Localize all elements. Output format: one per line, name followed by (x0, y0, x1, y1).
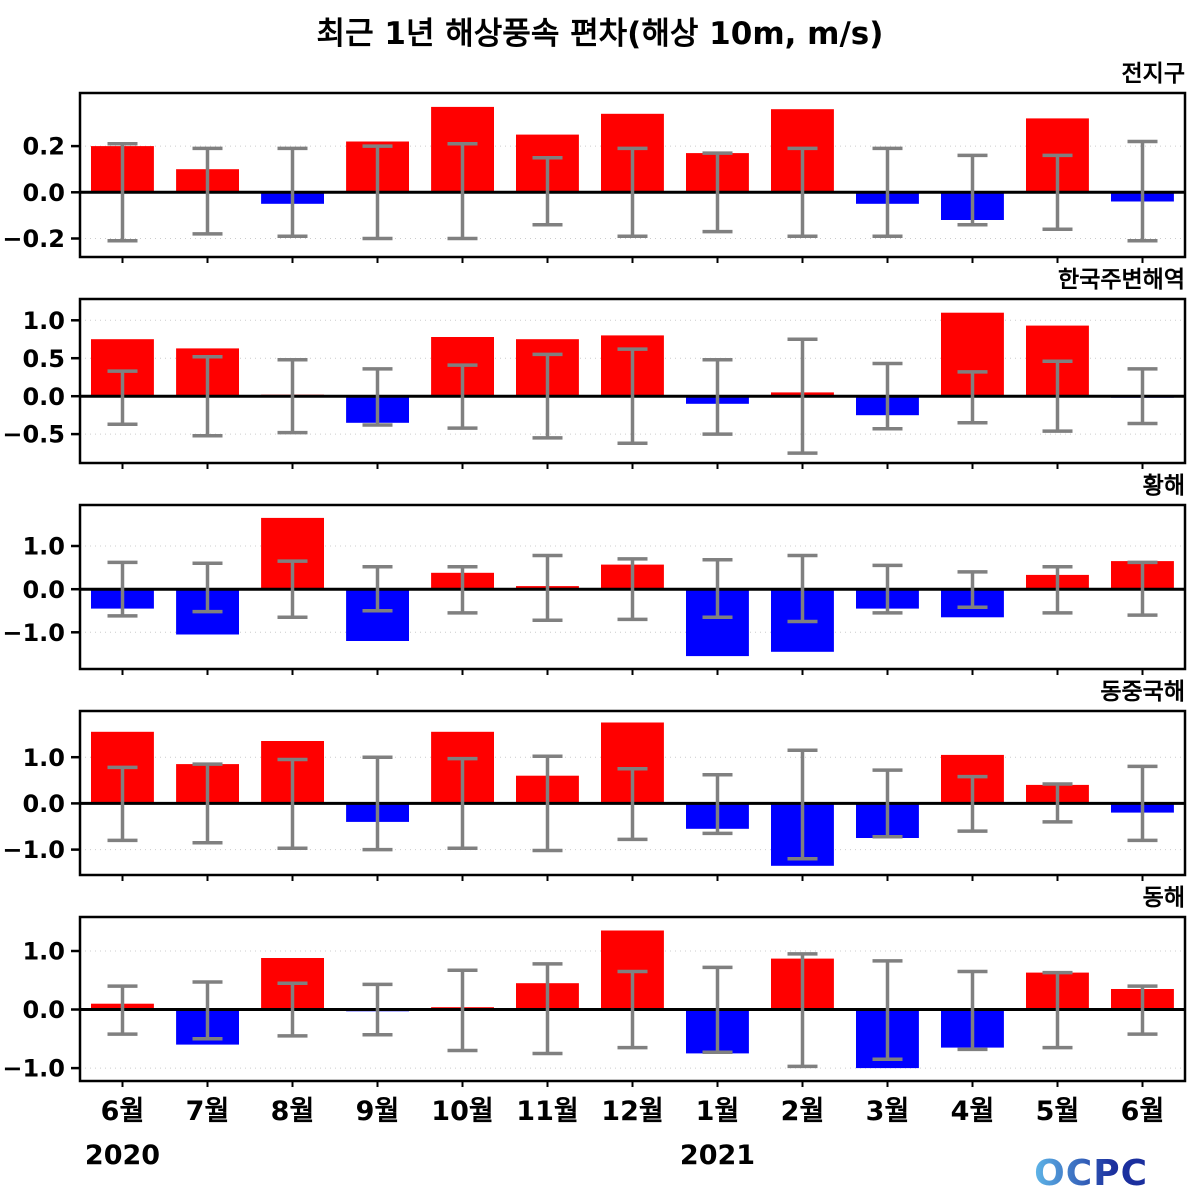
svg-text:11월: 11월 (516, 1096, 578, 1127)
svg-text:8월: 8월 (271, 1096, 315, 1127)
svg-text:−0.5: −0.5 (2, 421, 65, 449)
svg-text:2021: 2021 (680, 1140, 755, 1171)
panel-east-sea-plot: −1.0 0.0 1.0 (0, 914, 1200, 1090)
svg-text:1.0: 1.0 (22, 307, 65, 335)
svg-text:0.0: 0.0 (22, 790, 65, 818)
panel-yellow-sea-plot: −1.0 0.0 1.0 (0, 502, 1200, 678)
panel-label-global: 전지구 (1121, 61, 1185, 87)
panel-east-sea: 동해 −1.0 0.0 1.0 (0, 884, 1200, 1090)
ocpc-logo: OCPC (1034, 1153, 1148, 1194)
panel-label-east-china-sea: 동중국해 (1100, 679, 1185, 705)
svg-text:−1.0: −1.0 (2, 619, 65, 647)
svg-text:5월: 5월 (1036, 1096, 1080, 1127)
svg-text:−1.0: −1.0 (2, 1055, 65, 1083)
panel-east-china-sea: 동중국해 −1.0 0.0 1.0 (0, 678, 1200, 884)
svg-text:4월: 4월 (951, 1096, 995, 1127)
svg-text:10월: 10월 (431, 1096, 493, 1127)
svg-text:6월: 6월 (101, 1096, 145, 1127)
svg-text:0.0: 0.0 (22, 576, 65, 604)
svg-text:−0.2: −0.2 (2, 225, 65, 253)
panel-east-china-sea-plot: −1.0 0.0 1.0 (0, 708, 1200, 884)
x-axis-labels: 6월 7월 8월 9월 10월 11월 12월 1월 2월 3월 4월 5월 6월 2020 2021 (0, 1090, 1200, 1172)
svg-text:12월: 12월 (601, 1096, 663, 1127)
panel-korea-seas-plot: −0.5 0.0 0.5 1.0 (0, 296, 1200, 472)
panel-label-yellow-sea: 황해 (1142, 473, 1185, 499)
svg-text:0.0: 0.0 (22, 179, 65, 207)
svg-text:0.0: 0.0 (22, 383, 65, 411)
svg-text:0.5: 0.5 (22, 345, 65, 373)
svg-text:3월: 3월 (866, 1096, 910, 1127)
panel-korea-seas: 한국주변해역 −0.5 0.0 0.5 1.0 (0, 266, 1200, 472)
svg-text:2020: 2020 (85, 1140, 160, 1171)
panel-global-plot: −0.2 0.0 0.2 (0, 90, 1200, 266)
svg-text:1.0: 1.0 (22, 533, 65, 561)
svg-text:6월: 6월 (1121, 1096, 1165, 1127)
chart-title: 최근 1년 해상풍속 편차(해상 10m, m/s) (316, 16, 884, 52)
svg-text:−1.0: −1.0 (2, 836, 65, 864)
svg-text:1.0: 1.0 (22, 938, 65, 966)
svg-text:1월: 1월 (696, 1096, 740, 1127)
svg-text:7월: 7월 (186, 1096, 230, 1127)
panel-label-korea-seas: 한국주변해역 (1058, 267, 1185, 293)
svg-text:2월: 2월 (781, 1096, 825, 1127)
svg-text:0.2: 0.2 (22, 133, 65, 161)
svg-text:0.0: 0.0 (22, 996, 65, 1024)
panel-global: 전지구 −0.2 0.0 0.2 (0, 60, 1200, 266)
svg-text:1.0: 1.0 (22, 744, 65, 772)
ocpc-logo-text: OCPC (1034, 1153, 1148, 1194)
panel-yellow-sea: 황해 −1.0 0.0 1.0 (0, 472, 1200, 678)
panel-label-east-sea: 동해 (1142, 885, 1185, 911)
svg-text:9월: 9월 (356, 1096, 400, 1127)
